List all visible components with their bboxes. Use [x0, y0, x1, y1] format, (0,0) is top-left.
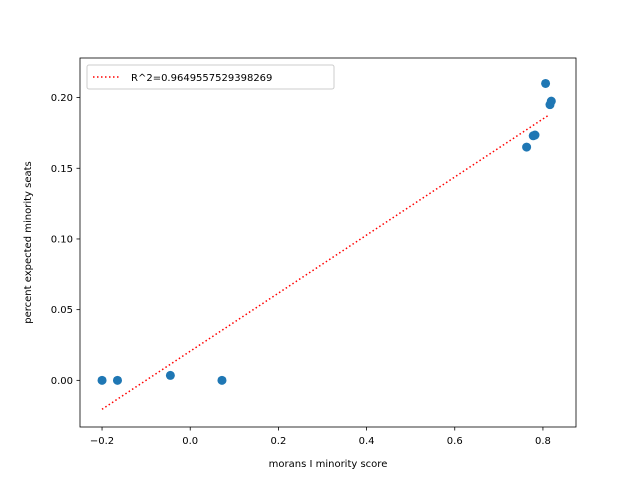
x-tick-label: 0.4 — [359, 436, 375, 447]
y-axis-label: percent expected minority seats — [23, 161, 34, 323]
trend-line — [101, 113, 550, 410]
y-tick-label: 0.20 — [51, 93, 73, 104]
x-axis-label: morans I minority score — [269, 459, 388, 470]
scatter-point — [97, 375, 107, 385]
scatter-point — [217, 375, 227, 385]
scatter-point — [530, 130, 540, 140]
y-tick-label: 0.10 — [51, 234, 73, 245]
y-axis-ticks: 0.00 0.05 0.10 0.15 0.20 — [51, 93, 80, 387]
points-layer — [97, 78, 556, 385]
legend: R^2=0.9649557529398269 — [86, 64, 335, 90]
scatter-point — [522, 142, 532, 152]
y-tick-label: 0.00 — [51, 376, 73, 387]
plot-frame — [79, 57, 577, 428]
y-tick-label: 0.15 — [51, 164, 73, 175]
x-tick-label: −0.2 — [90, 436, 114, 447]
scatter-point — [165, 370, 175, 380]
scatter-point — [112, 375, 122, 385]
trend-layer — [101, 113, 550, 410]
x-tick-label: 0.8 — [535, 436, 551, 447]
scatter-point — [546, 96, 556, 106]
scatter-point — [541, 78, 551, 88]
legend-box — [86, 64, 335, 90]
x-tick-label: 0.6 — [447, 436, 463, 447]
plot-area — [80, 58, 576, 427]
y-tick-label: 0.05 — [51, 305, 73, 316]
x-tick-label: 0.0 — [182, 436, 198, 447]
legend-label-trend-line: R^2=0.9649557529398269 — [131, 73, 272, 84]
x-axis-ticks: −0.2 0.0 0.2 0.4 0.6 0.8 — [90, 427, 551, 447]
x-tick-label: 0.2 — [270, 436, 286, 447]
